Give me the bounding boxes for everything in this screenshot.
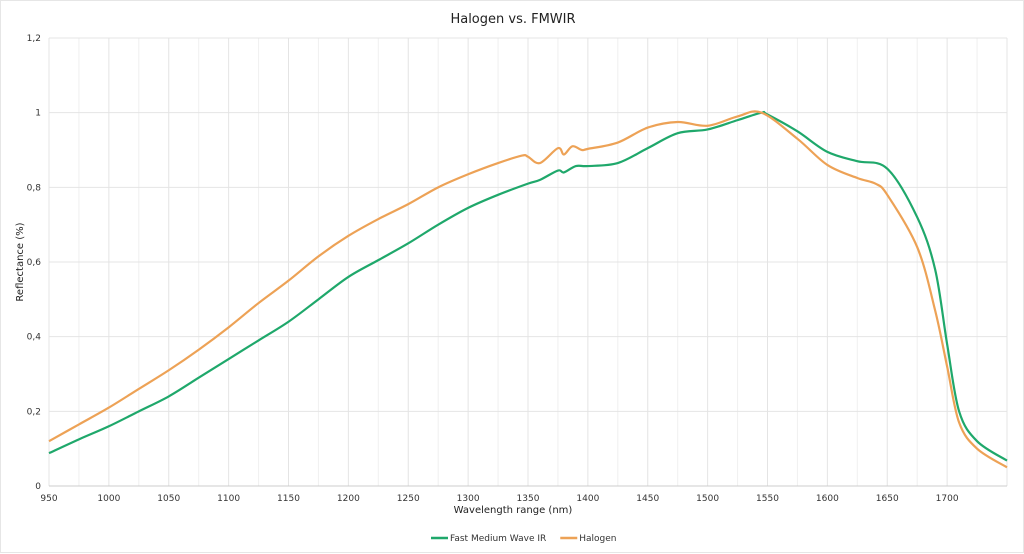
x-tick-label: 1100 [217, 494, 240, 504]
x-tick-label: 1450 [636, 494, 659, 504]
y-tick-label: 0,4 [27, 333, 42, 343]
x-tick-label: 1650 [876, 494, 899, 504]
y-tick-label: 0,2 [27, 407, 41, 417]
x-tick-label: 1200 [337, 494, 360, 504]
x-tick-label: 1250 [397, 494, 420, 504]
x-axis-label: Wavelength range (nm) [454, 505, 573, 516]
legend-label: Halogen [579, 534, 616, 544]
gridlines [48, 37, 1008, 487]
x-tick-label: 950 [40, 494, 57, 504]
x-tick-label: 1400 [576, 494, 599, 504]
chart-title: Halogen vs. FMWIR [450, 12, 575, 27]
x-tick-label: 1150 [277, 494, 300, 504]
series-lines [48, 110, 1008, 469]
x-axis: 950 1000 1050 1100 1150 1200 1250 1300 1350 1400 1… [40, 494, 958, 504]
legend: Fast Medium Wave IR Halogen [431, 534, 617, 544]
x-tick-label: 1500 [696, 494, 719, 504]
y-axis: 0 0,2 0,4 0,6 0,8 1 1,2 [27, 34, 42, 492]
x-tick-label: 1000 [97, 494, 120, 504]
x-tick-label: 1300 [457, 494, 480, 504]
x-tick-label: 1600 [816, 494, 839, 504]
legend-label: Fast Medium Wave IR [450, 534, 546, 544]
x-tick-label: 1550 [756, 494, 779, 504]
y-tick-label: 1 [35, 109, 41, 119]
x-tick-label: 1700 [936, 494, 959, 504]
y-tick-label: 1,2 [27, 34, 41, 44]
series-line-halogen [48, 110, 1008, 469]
x-tick-label: 1350 [517, 494, 540, 504]
y-axis-label: Reflectance (%) [15, 222, 26, 301]
y-tick-label: 0,6 [27, 258, 42, 268]
y-tick-label: 0 [35, 482, 41, 492]
y-tick-label: 0,8 [27, 183, 42, 193]
series-line-fmwir [48, 110, 1008, 462]
x-tick-label: 1050 [157, 494, 180, 504]
